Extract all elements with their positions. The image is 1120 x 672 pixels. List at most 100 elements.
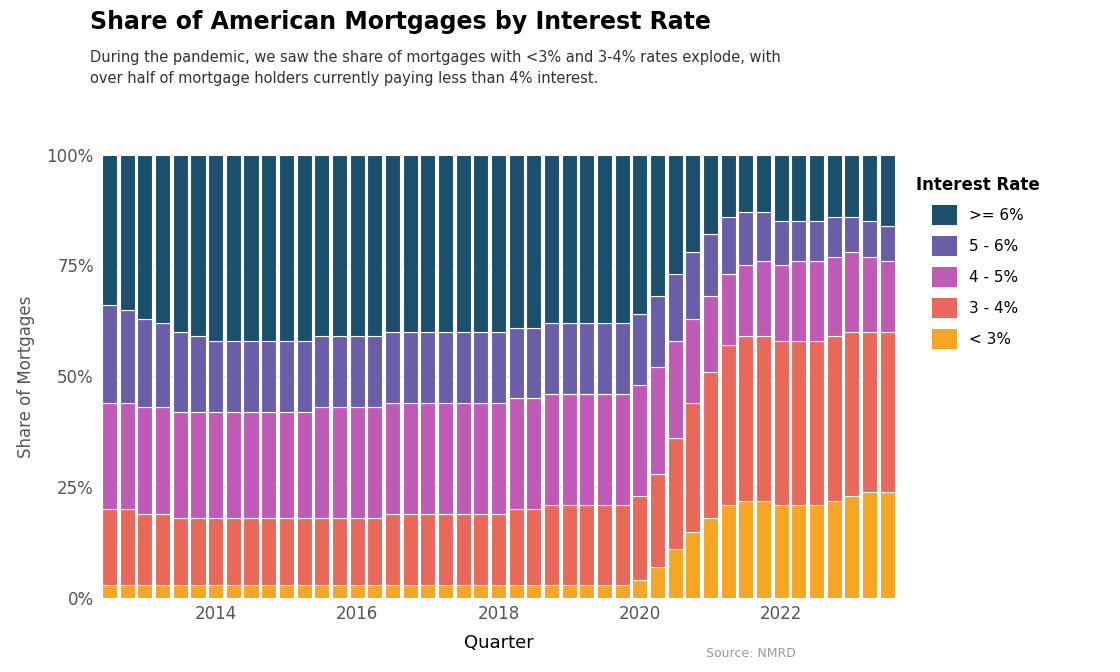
Bar: [349, 155, 364, 337]
Bar: [261, 585, 277, 598]
Bar: [297, 412, 311, 518]
Bar: [526, 155, 541, 327]
Bar: [685, 252, 700, 319]
Bar: [615, 155, 629, 323]
Bar: [862, 155, 877, 221]
Bar: [792, 221, 806, 261]
Bar: [792, 505, 806, 598]
Bar: [172, 585, 188, 598]
Bar: [685, 532, 700, 598]
Bar: [402, 514, 418, 585]
Bar: [615, 394, 629, 505]
Bar: [720, 274, 736, 345]
Bar: [756, 337, 771, 501]
Bar: [579, 505, 595, 585]
Bar: [526, 327, 541, 398]
Bar: [385, 514, 400, 585]
Bar: [261, 412, 277, 518]
Bar: [738, 337, 754, 501]
Bar: [491, 155, 506, 332]
Bar: [633, 385, 647, 496]
Bar: [102, 305, 118, 403]
Bar: [261, 341, 277, 412]
Bar: [650, 368, 665, 474]
Bar: [879, 226, 895, 261]
Bar: [243, 518, 259, 585]
Bar: [579, 323, 595, 394]
Bar: [367, 585, 382, 598]
Bar: [456, 155, 470, 332]
Bar: [862, 257, 877, 332]
Text: Source: NMRD: Source: NMRD: [706, 647, 795, 660]
Bar: [190, 585, 205, 598]
Bar: [474, 514, 488, 585]
Bar: [827, 337, 841, 501]
Bar: [297, 155, 311, 341]
Bar: [756, 212, 771, 261]
Bar: [349, 337, 364, 407]
Bar: [827, 216, 841, 257]
Bar: [544, 585, 559, 598]
Bar: [508, 155, 523, 327]
Bar: [720, 505, 736, 598]
Bar: [827, 155, 841, 216]
Bar: [792, 155, 806, 221]
Bar: [774, 265, 788, 341]
Bar: [243, 341, 259, 412]
Bar: [774, 341, 788, 505]
Bar: [879, 492, 895, 598]
Bar: [844, 332, 859, 496]
Bar: [279, 412, 293, 518]
Bar: [879, 332, 895, 492]
Bar: [402, 403, 418, 514]
Bar: [315, 155, 329, 337]
Bar: [491, 403, 506, 514]
Bar: [315, 585, 329, 598]
Bar: [633, 314, 647, 385]
Bar: [703, 372, 718, 518]
Bar: [720, 345, 736, 505]
Bar: [827, 501, 841, 598]
Bar: [208, 412, 223, 518]
Bar: [172, 412, 188, 518]
Bar: [668, 155, 682, 274]
Bar: [615, 505, 629, 585]
Bar: [579, 155, 595, 323]
Bar: [474, 332, 488, 403]
Bar: [650, 567, 665, 598]
Bar: [474, 585, 488, 598]
Legend: >= 6%, 5 - 6%, 4 - 5%, 3 - 4%, < 3%: >= 6%, 5 - 6%, 4 - 5%, 3 - 4%, < 3%: [912, 171, 1045, 353]
Bar: [720, 216, 736, 274]
Bar: [332, 337, 347, 407]
Bar: [508, 585, 523, 598]
Bar: [579, 394, 595, 505]
Bar: [226, 412, 241, 518]
Bar: [156, 155, 170, 323]
Bar: [226, 585, 241, 598]
Bar: [792, 341, 806, 505]
Bar: [349, 518, 364, 585]
Bar: [172, 518, 188, 585]
Bar: [633, 581, 647, 598]
Bar: [138, 514, 152, 585]
Bar: [792, 261, 806, 341]
Bar: [172, 332, 188, 412]
Bar: [279, 155, 293, 341]
Bar: [809, 221, 824, 261]
Bar: [615, 323, 629, 394]
X-axis label: Quarter: Quarter: [464, 634, 533, 652]
Bar: [315, 337, 329, 407]
Bar: [420, 155, 436, 332]
Bar: [226, 518, 241, 585]
Bar: [120, 310, 134, 403]
Bar: [685, 319, 700, 403]
Bar: [120, 509, 134, 585]
Bar: [738, 212, 754, 265]
Bar: [633, 496, 647, 581]
Bar: [420, 514, 436, 585]
Bar: [862, 221, 877, 257]
Bar: [862, 492, 877, 598]
Bar: [190, 337, 205, 412]
Bar: [844, 496, 859, 598]
Bar: [756, 261, 771, 337]
